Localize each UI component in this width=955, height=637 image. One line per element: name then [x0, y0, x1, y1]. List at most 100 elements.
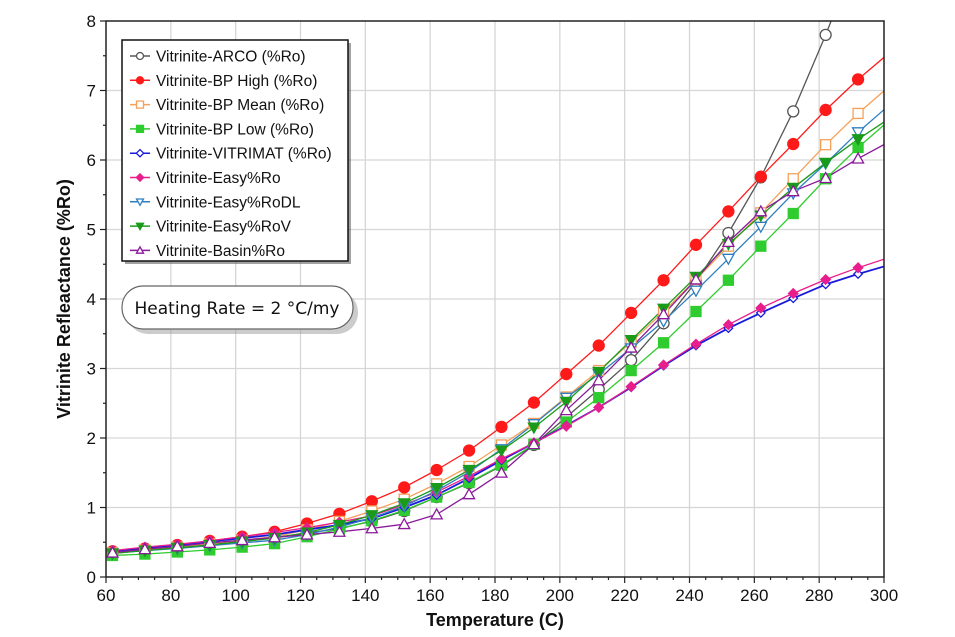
data-point	[332, 524, 347, 537]
data-point	[754, 204, 768, 217]
data-point	[625, 380, 637, 393]
legend-label: Vitrinite-Easy%RoV	[156, 219, 292, 236]
y-axis-title: Vitrinite Refleactance (%Ro)	[54, 179, 74, 419]
data-point	[592, 366, 606, 379]
legend-label: Vitrinite-BP Low (%Ro)	[156, 121, 314, 138]
data-point	[755, 240, 767, 252]
y-tick-label: 0	[87, 568, 96, 587]
legend-item: Vitrinite-Easy%RoV	[130, 219, 292, 236]
data-point	[559, 396, 573, 409]
data-point	[851, 134, 865, 146]
data-point	[592, 373, 606, 386]
data-point	[755, 302, 767, 314]
legend-marker-icon	[135, 245, 145, 254]
x-tick-label: 160	[416, 586, 444, 605]
data-point	[722, 205, 735, 218]
legend-item: Vitrinite-Basin%Ro	[130, 243, 285, 260]
axes	[100, 20, 885, 583]
data-point	[852, 268, 864, 280]
data-point	[657, 337, 670, 349]
data-point	[592, 339, 605, 352]
data-point	[624, 340, 638, 353]
legend-label: Vitrinite-BP High (%Ro)	[156, 73, 317, 90]
legend-item: Vitrinite-VITRIMAT (%Ro)	[130, 146, 332, 163]
heating-rate-annotation: Heating Rate = 2 °C/my	[121, 285, 358, 334]
data-point	[820, 273, 832, 286]
legend-marker-icon	[135, 100, 145, 109]
data-point	[365, 510, 379, 522]
data-point	[851, 127, 865, 140]
y-tick-labels: 0 1 2 3 4 5 6 7 8	[87, 12, 96, 587]
data-point	[495, 453, 508, 465]
data-point	[787, 207, 799, 220]
data-point	[851, 73, 865, 86]
data-point	[624, 334, 638, 347]
legend-marker-icon	[135, 124, 145, 134]
x-tick-label: 220	[610, 586, 638, 605]
y-tick-label: 6	[87, 151, 96, 170]
y-tick-label: 4	[87, 290, 96, 309]
data-point	[625, 364, 637, 377]
x-tick-label: 240	[675, 586, 703, 605]
legend-label: Vitrinite-Basin%Ro	[156, 243, 285, 260]
data-point	[398, 481, 411, 494]
y-tick-label: 1	[87, 499, 96, 518]
data-point	[462, 444, 476, 457]
x-tick-label: 300	[870, 586, 898, 605]
x-tick-label: 200	[546, 586, 574, 605]
data-point	[593, 401, 605, 414]
data-point	[527, 396, 541, 409]
data-point	[494, 445, 509, 458]
y-tick-label: 3	[87, 360, 96, 379]
data-point	[170, 539, 184, 552]
data-point	[527, 422, 541, 435]
y-tick-label: 5	[87, 221, 96, 240]
grid-lines	[106, 21, 884, 577]
data-point	[689, 238, 703, 251]
data-point	[819, 157, 833, 170]
data-point	[787, 137, 800, 151]
data-point	[462, 487, 476, 500]
legend: Vitrinite-ARCO (%Ro) Vitrinite-BP High (%…	[121, 39, 351, 264]
data-point	[430, 507, 444, 520]
annotation-text: Heating Rate = 2 °C/my	[135, 299, 340, 319]
data-point	[690, 305, 702, 318]
legend-item: Vitrinite-BP Mean (%Ro)	[130, 97, 324, 114]
data-point	[300, 527, 314, 540]
data-point	[820, 139, 832, 151]
legend-marker-icon	[135, 172, 145, 183]
legend-item: Vitrinite-Easy%Ro	[130, 170, 281, 187]
data-point	[527, 437, 541, 450]
data-point	[819, 103, 832, 117]
data-point	[494, 465, 509, 478]
data-point	[787, 105, 800, 118]
y-tick-label: 7	[87, 82, 96, 101]
data-point	[560, 420, 572, 432]
data-point	[852, 107, 864, 120]
data-point	[430, 463, 443, 477]
data-point	[106, 545, 120, 558]
data-point	[559, 403, 573, 416]
data-point	[495, 420, 508, 434]
annotation-box	[121, 285, 354, 330]
data-point	[690, 338, 702, 350]
x-tick-label: 60	[97, 586, 116, 605]
data-point	[786, 184, 800, 197]
y-tick-label: 8	[87, 12, 96, 31]
data-point	[819, 28, 832, 42]
legend-item: Vitrinite-BP High (%Ro)	[130, 73, 317, 90]
legend-label: Vitrinite-BP Mean (%Ro)	[156, 97, 324, 114]
data-point	[430, 482, 444, 495]
data-point	[754, 170, 767, 183]
data-point	[819, 171, 833, 184]
series-markers	[106, 28, 865, 562]
legend-marker-icon	[135, 222, 145, 231]
data-point	[462, 464, 476, 477]
data-point	[365, 495, 378, 508]
legend-marker-icon	[135, 76, 145, 85]
data-point	[787, 173, 799, 185]
data-point	[560, 367, 573, 381]
legend-label: Vitrinite-Easy%RoDL	[156, 194, 301, 211]
y-tick-label: 2	[87, 429, 96, 448]
x-tick-label: 180	[481, 586, 509, 605]
